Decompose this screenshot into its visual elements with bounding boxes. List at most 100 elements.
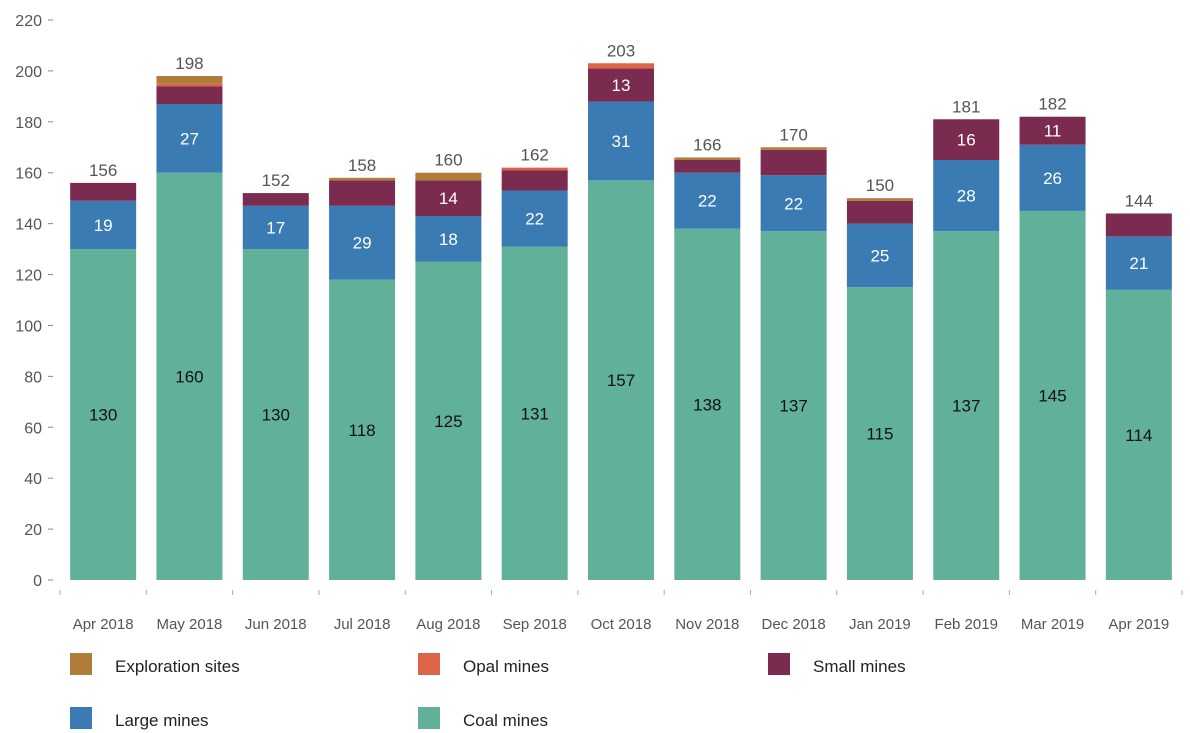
total-label: 160 <box>434 151 462 170</box>
data-label: 115 <box>866 425 893 444</box>
y-tick-label: 140 <box>15 217 42 234</box>
y-axis: 0 20 40 60 80 100 120 140 160 180 200 220 <box>15 13 53 590</box>
y-tick-label: 60 <box>24 420 42 437</box>
legend-item: Small mines <box>768 653 906 676</box>
bar-segment <box>242 205 309 250</box>
total-label: 152 <box>262 171 290 190</box>
bar-segment <box>674 172 741 229</box>
y-tick-label: 200 <box>15 64 42 81</box>
data-label: 22 <box>525 210 544 229</box>
bar-segment <box>588 63 654 69</box>
bar-segment <box>933 119 1000 160</box>
total-label: 182 <box>1038 95 1066 114</box>
bar-stack: 130 17 152 <box>242 171 309 580</box>
legend: Exploration sites Opal mines Small mines La… <box>70 653 906 730</box>
data-label: 18 <box>439 230 458 249</box>
data-label: 130 <box>262 406 290 425</box>
bar-segment <box>156 83 223 87</box>
data-label: 137 <box>779 397 807 416</box>
bar-segment <box>846 223 913 288</box>
data-label: 25 <box>870 246 889 265</box>
legend-swatch <box>418 653 440 675</box>
y-tick-label: 180 <box>15 115 42 132</box>
legend-item: Large mines <box>70 707 209 730</box>
legend-swatch <box>768 653 790 675</box>
y-tick-label: 40 <box>24 471 42 488</box>
bar-segment <box>846 198 913 201</box>
legend-label: Small mines <box>813 657 906 676</box>
x-tick-label: Oct 2018 <box>591 616 652 633</box>
x-tick-label: Apr 2019 <box>1108 616 1169 633</box>
bar-segment <box>760 175 827 232</box>
x-tick-label: Aug 2018 <box>416 616 480 633</box>
data-label: 118 <box>349 421 376 440</box>
total-label: 144 <box>1125 191 1153 210</box>
bar-segment <box>674 160 741 173</box>
bar-segment <box>415 180 482 216</box>
bar-segment <box>588 68 654 102</box>
bar-segment <box>760 147 827 150</box>
legend-item: Coal mines <box>418 707 548 730</box>
bar-stack: 160 27 198 <box>156 54 223 580</box>
bar-segment <box>933 231 1000 581</box>
bar-segment <box>70 182 137 201</box>
data-label: 17 <box>266 218 285 237</box>
bar-segment <box>674 157 741 160</box>
legend-swatch <box>418 707 440 729</box>
total-label: 150 <box>866 176 894 195</box>
bar-segment <box>933 160 1000 232</box>
data-label: 21 <box>1129 254 1148 273</box>
data-label: 157 <box>607 371 635 390</box>
bar-stack: 131 22 162 <box>501 146 568 580</box>
bar-segment <box>588 180 654 580</box>
y-tick-label: 20 <box>24 522 42 539</box>
data-label: 16 <box>957 131 976 150</box>
legend-label: Exploration sites <box>115 657 240 676</box>
x-tick-label: Jun 2018 <box>245 616 307 633</box>
total-label: 156 <box>89 161 117 180</box>
bars: 1301915616027198130171521182915812518141… <box>70 41 1172 581</box>
bar-stack: 118 29 158 <box>329 156 396 580</box>
data-label: 31 <box>612 132 631 151</box>
total-label: 158 <box>348 156 376 175</box>
bar-segment <box>588 101 654 181</box>
legend-label: Large mines <box>115 711 209 730</box>
bar-segment <box>156 172 223 580</box>
legend-label: Opal mines <box>463 657 549 676</box>
data-label: 29 <box>353 234 372 253</box>
x-tick-label: Mar 2019 <box>1021 616 1084 633</box>
y-tick-label: 0 <box>33 573 42 590</box>
bar-stack: 138 22 166 <box>674 135 741 580</box>
bar-segment <box>156 104 223 173</box>
bar-segment <box>501 190 568 247</box>
bar-segment <box>329 177 396 181</box>
bar-stack: 137 22 170 <box>760 125 827 581</box>
bar-stack: 130 19 156 <box>70 161 137 580</box>
bar-stack: 115 25 150 <box>846 176 913 580</box>
bar-stack: 157 31 13 203 <box>588 41 654 580</box>
data-label: 26 <box>1043 169 1062 188</box>
bar-segment <box>329 279 396 580</box>
data-label: 11 <box>1044 122 1062 141</box>
total-label: 198 <box>175 54 203 73</box>
data-label: 22 <box>784 194 803 213</box>
bar-segment <box>501 170 568 191</box>
data-label: 114 <box>1125 426 1152 445</box>
bar-segment <box>415 172 482 181</box>
data-label: 19 <box>94 216 113 235</box>
legend-item: Exploration sites <box>70 653 240 676</box>
x-tick-label: Jul 2018 <box>334 616 391 633</box>
bar-segment <box>760 231 827 581</box>
bar-segment <box>329 180 396 206</box>
x-tick-label: Dec 2018 <box>762 616 826 633</box>
bar-segment <box>156 76 223 84</box>
bar-segment <box>1105 213 1172 237</box>
x-tick-label: Apr 2018 <box>73 616 134 633</box>
bar-stack: 145 26 11 182 <box>1019 95 1086 580</box>
bar-segment <box>501 167 568 171</box>
total-label: 162 <box>521 146 549 165</box>
bar-stack: 137 28 16 181 <box>933 97 1000 581</box>
bar-segment <box>242 249 309 580</box>
data-label: 125 <box>434 412 462 431</box>
